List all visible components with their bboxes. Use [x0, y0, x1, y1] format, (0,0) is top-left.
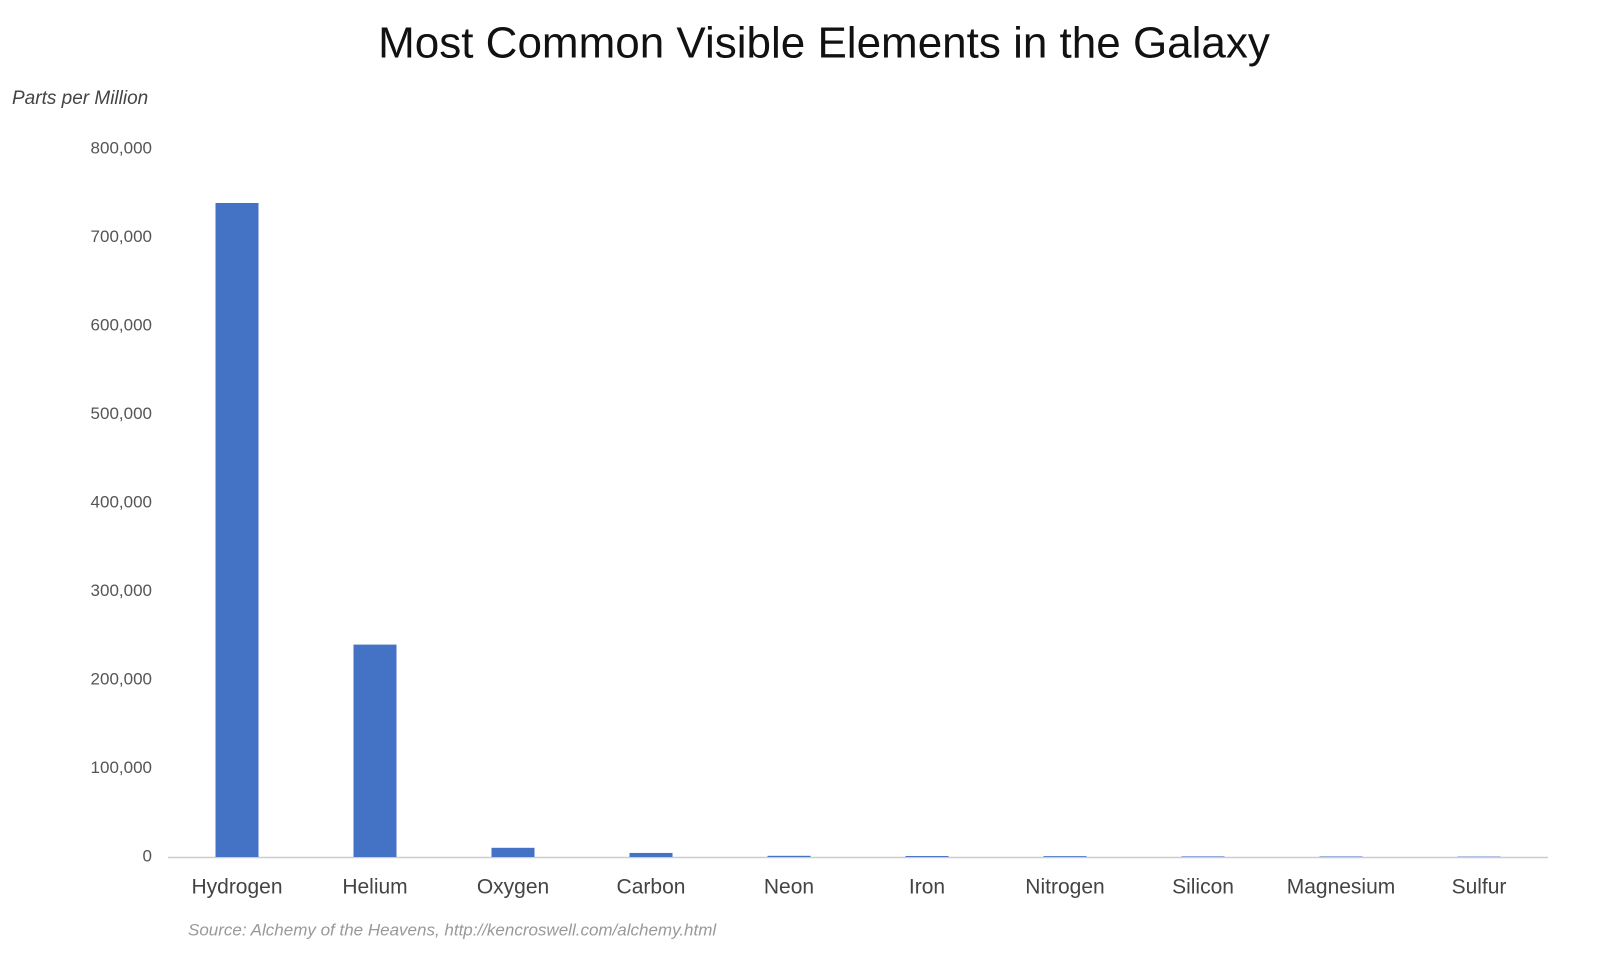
bar — [215, 202, 259, 858]
bar — [353, 644, 397, 857]
bar — [767, 855, 811, 857]
x-tick-label: Nitrogen — [1025, 876, 1104, 899]
y-tick-label: 300,000 — [91, 581, 152, 600]
y-axis-label: Parts per Million — [12, 88, 148, 109]
x-tick-label: Sulfur — [1452, 876, 1507, 899]
x-tick-label: Neon — [764, 876, 814, 899]
y-tick-label: 600,000 — [91, 315, 152, 334]
y-tick-label: 200,000 — [91, 669, 152, 688]
x-tick-label: Silicon — [1172, 876, 1234, 899]
source-note: Source: Alchemy of the Heavens, http://k… — [188, 920, 717, 939]
y-tick-label: 400,000 — [91, 492, 152, 511]
y-tick-label: 500,000 — [91, 404, 152, 423]
y-tick-label: 100,000 — [91, 758, 152, 777]
y-tick-label: 700,000 — [91, 227, 152, 246]
y-tick-label: 0 — [143, 846, 152, 865]
bar — [905, 856, 949, 857]
bar — [1181, 856, 1225, 857]
bar — [491, 847, 535, 857]
y-tick-label: 800,000 — [91, 138, 152, 157]
x-tick-label: Iron — [909, 876, 945, 899]
bar — [1043, 856, 1087, 857]
x-tick-label: Magnesium — [1287, 876, 1396, 899]
bar — [629, 852, 673, 857]
x-tick-label: Oxygen — [477, 876, 549, 899]
bar — [1319, 856, 1363, 857]
x-tick-label: Carbon — [617, 876, 686, 899]
x-tick-label: Hydrogen — [191, 876, 282, 899]
chart-title: Most Common Visible Elements in the Gala… — [378, 19, 1270, 68]
x-tick-label: Helium — [342, 876, 407, 899]
